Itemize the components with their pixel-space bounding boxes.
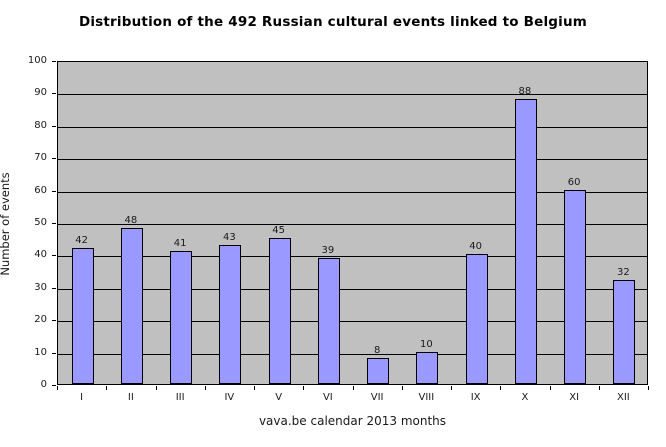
- bar-value-label-VI: 39: [321, 244, 335, 256]
- y-tick-label-80: 80: [34, 119, 47, 131]
- x-tick-label-II: II: [127, 392, 134, 403]
- gridline-80: [58, 126, 647, 128]
- gridline-40: [58, 256, 647, 258]
- x-tick-mark: [451, 386, 452, 390]
- x-tick-mark: [500, 386, 502, 390]
- y-tick-mark: [52, 385, 56, 386]
- x-tick-label-XI: XI: [569, 392, 580, 403]
- y-tick-label-20: 20: [34, 314, 47, 326]
- bar-IX: [465, 254, 488, 384]
- y-tick-label-90: 90: [34, 87, 47, 99]
- gridline-90: [58, 94, 647, 96]
- gridline-50: [58, 224, 647, 225]
- x-tick-label-VI: VI: [322, 392, 333, 403]
- bar-II: [120, 228, 143, 384]
- y-tick-label-50: 50: [34, 217, 47, 228]
- bar-value-label-XII: 32: [617, 267, 630, 279]
- gridline-60: [58, 191, 647, 193]
- y-tick-mark: [52, 125, 56, 127]
- y-tick-label-70: 70: [34, 152, 47, 164]
- bar-value-label-IX: 40: [469, 241, 482, 253]
- x-tick-mark: [106, 386, 108, 390]
- plot-area: [57, 61, 648, 385]
- x-tick-label-V: V: [275, 392, 283, 403]
- bar-value-label-VII: 8: [373, 345, 381, 357]
- y-tick-mark: [52, 352, 56, 354]
- x-tick-label-VII: VII: [370, 392, 384, 403]
- y-tick-label-100: 100: [27, 55, 47, 66]
- x-tick-label-VIII: VIII: [418, 392, 435, 403]
- gridline-10: [58, 353, 647, 355]
- y-tick-mark: [52, 61, 56, 62]
- bar-X: [514, 98, 537, 384]
- x-axis-title: vava.be calendar 2013 months: [258, 414, 447, 428]
- bar-IV: [219, 244, 242, 384]
- bar-value-label-VIII: 10: [420, 338, 433, 350]
- bar-XI: [564, 189, 587, 384]
- x-tick-mark: [401, 386, 403, 390]
- bar-V: [268, 238, 291, 384]
- y-tick-mark: [52, 93, 56, 95]
- y-tick-mark: [52, 320, 56, 322]
- x-tick-mark: [57, 386, 58, 390]
- x-tick-label-III: III: [175, 392, 185, 403]
- x-tick-mark: [155, 386, 157, 390]
- bar-value-label-II: 48: [124, 215, 138, 227]
- bar-value-label-V: 45: [272, 225, 285, 237]
- y-tick-label-60: 60: [34, 184, 47, 196]
- x-tick-mark: [204, 386, 206, 390]
- x-tick-mark: [598, 386, 600, 390]
- x-tick-mark: [352, 386, 354, 390]
- y-tick-label-0: 0: [40, 379, 47, 390]
- bar-VII: [367, 358, 390, 384]
- bar-value-label-XI: 60: [567, 176, 581, 188]
- bar-XII: [613, 280, 636, 384]
- bar-III: [170, 251, 193, 384]
- x-tick-label-XII: XII: [617, 392, 630, 403]
- bar-value-label-IV: 43: [223, 231, 236, 243]
- y-axis-title: Number of events: [0, 172, 12, 276]
- chart-title: Distribution of the 492 Russian cultural…: [78, 14, 588, 30]
- x-tick-mark: [254, 386, 255, 390]
- y-tick-mark: [52, 190, 56, 192]
- y-tick-mark: [52, 223, 56, 224]
- gridline-70: [58, 159, 647, 161]
- x-tick-label-IX: IX: [470, 392, 481, 403]
- x-tick-label-IV: IV: [224, 392, 235, 403]
- y-tick-label-10: 10: [34, 346, 47, 358]
- bar-VI: [317, 257, 340, 384]
- y-tick-mark: [52, 255, 56, 257]
- bar-value-label-X: 88: [518, 85, 532, 97]
- gridline-20: [58, 321, 647, 323]
- y-tick-label-30: 30: [34, 281, 47, 293]
- bar-I: [71, 247, 94, 384]
- y-tick-label-40: 40: [34, 249, 47, 261]
- bar-value-label-I: 42: [75, 234, 88, 246]
- y-tick-mark: [52, 158, 56, 160]
- bar-VIII: [416, 351, 439, 384]
- x-tick-label-I: I: [80, 392, 84, 403]
- y-tick-mark: [52, 287, 56, 289]
- x-tick-mark: [648, 386, 649, 390]
- x-tick-label-X: X: [521, 392, 529, 403]
- bar-value-label-III: 41: [173, 238, 187, 250]
- x-tick-mark: [549, 386, 551, 390]
- x-tick-mark: [303, 386, 305, 390]
- gridline-30: [58, 288, 647, 290]
